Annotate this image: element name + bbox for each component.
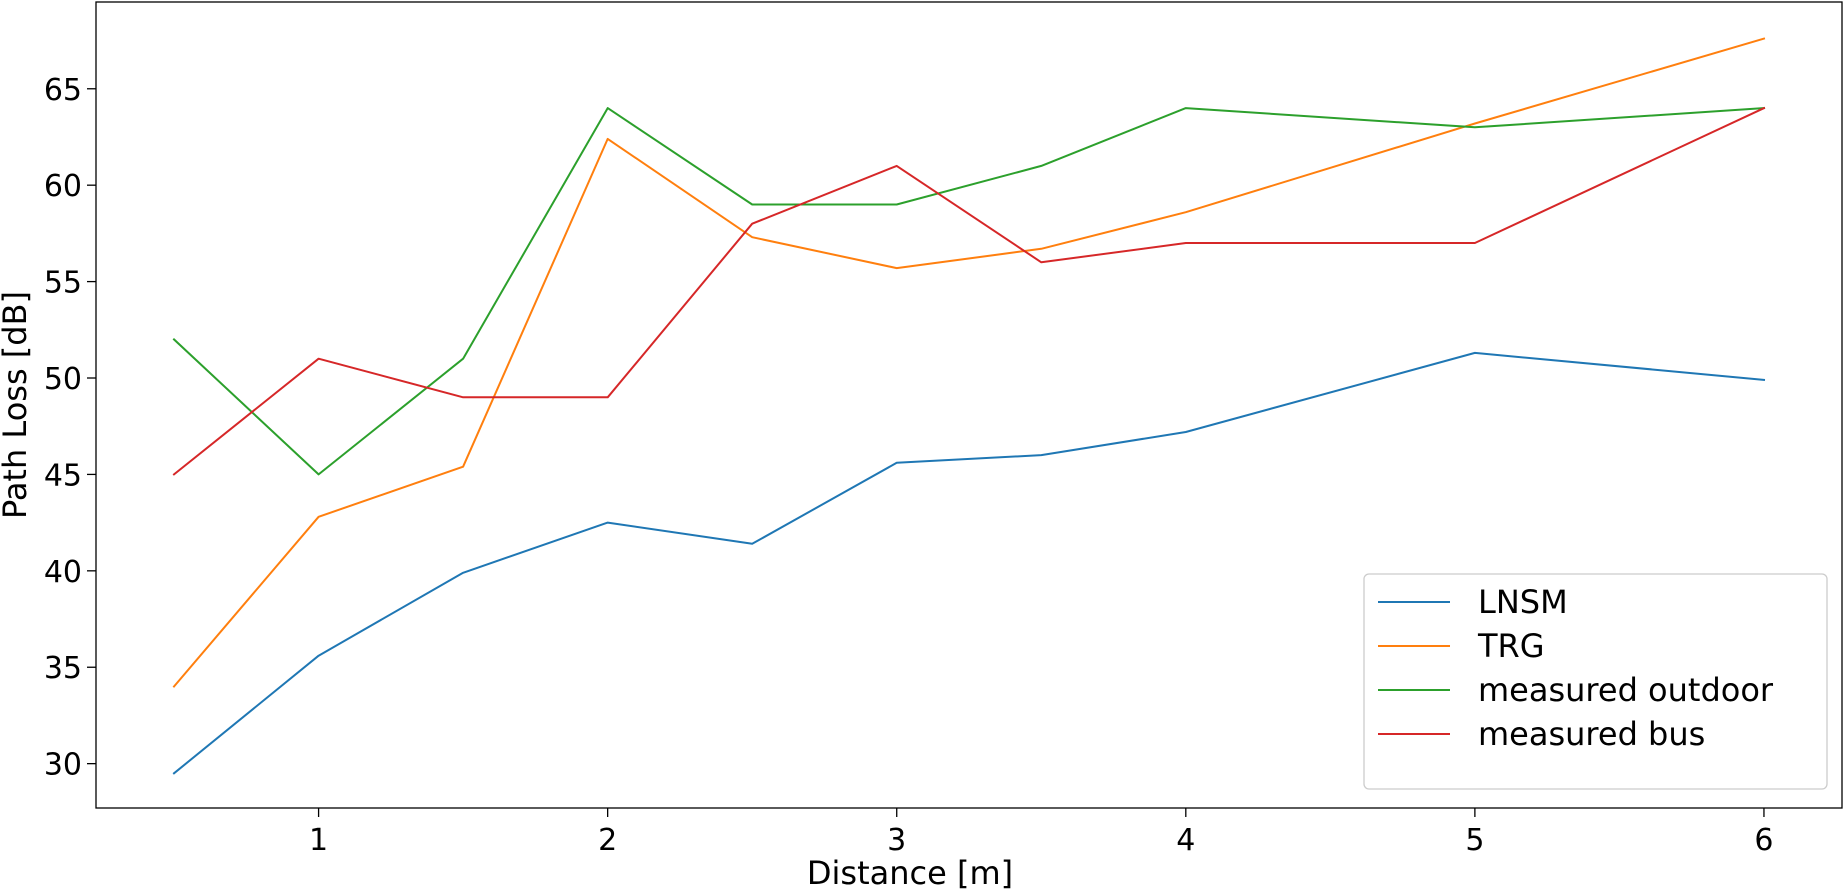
y-tick-label: 60: [44, 169, 82, 204]
x-tick-label: 4: [1176, 823, 1195, 858]
y-tick-label: 35: [44, 651, 82, 686]
y-tick-label: 55: [44, 266, 82, 301]
legend: LNSM TRG measured outdoor measured bus: [1363, 573, 1828, 790]
y-tick-label: 45: [44, 458, 82, 493]
legend-label-0: LNSM: [1478, 583, 1568, 621]
x-tick-label: 6: [1754, 823, 1773, 858]
legend-items: LNSM TRG measured outdoor measured bus: [1378, 583, 1774, 753]
plot-frame: [95, 1, 1843, 809]
series-line-3: [172, 106, 1766, 476]
x-axis-label: Distance [m]: [807, 854, 1013, 890]
x-tick-label: 1: [309, 823, 328, 858]
x-tick-label: 5: [1465, 823, 1484, 858]
series-layer: [172, 37, 1766, 775]
legend-label-2: measured outdoor: [1478, 671, 1774, 709]
series-line-0: [172, 351, 1766, 775]
y-axis-label: Path Loss [dB]: [0, 291, 34, 519]
legend-box: [1363, 573, 1828, 790]
legend-label-1: TRG: [1477, 627, 1545, 665]
y-tick-label: 50: [44, 362, 82, 397]
x-axis-ticks: 1 2 3 4 5 6: [309, 808, 1773, 858]
y-tick-label: 40: [44, 555, 82, 590]
series-line-2: [172, 107, 1766, 476]
legend-label-3: measured bus: [1478, 715, 1705, 753]
y-tick-label: 65: [44, 73, 82, 108]
series-line-1: [172, 37, 1766, 688]
y-tick-label: 30: [44, 748, 82, 783]
y-axis-ticks: 30 35 40 45 50 55 60 65: [44, 73, 96, 783]
x-tick-label: 2: [598, 823, 617, 858]
x-tick-label: 3: [887, 823, 906, 858]
